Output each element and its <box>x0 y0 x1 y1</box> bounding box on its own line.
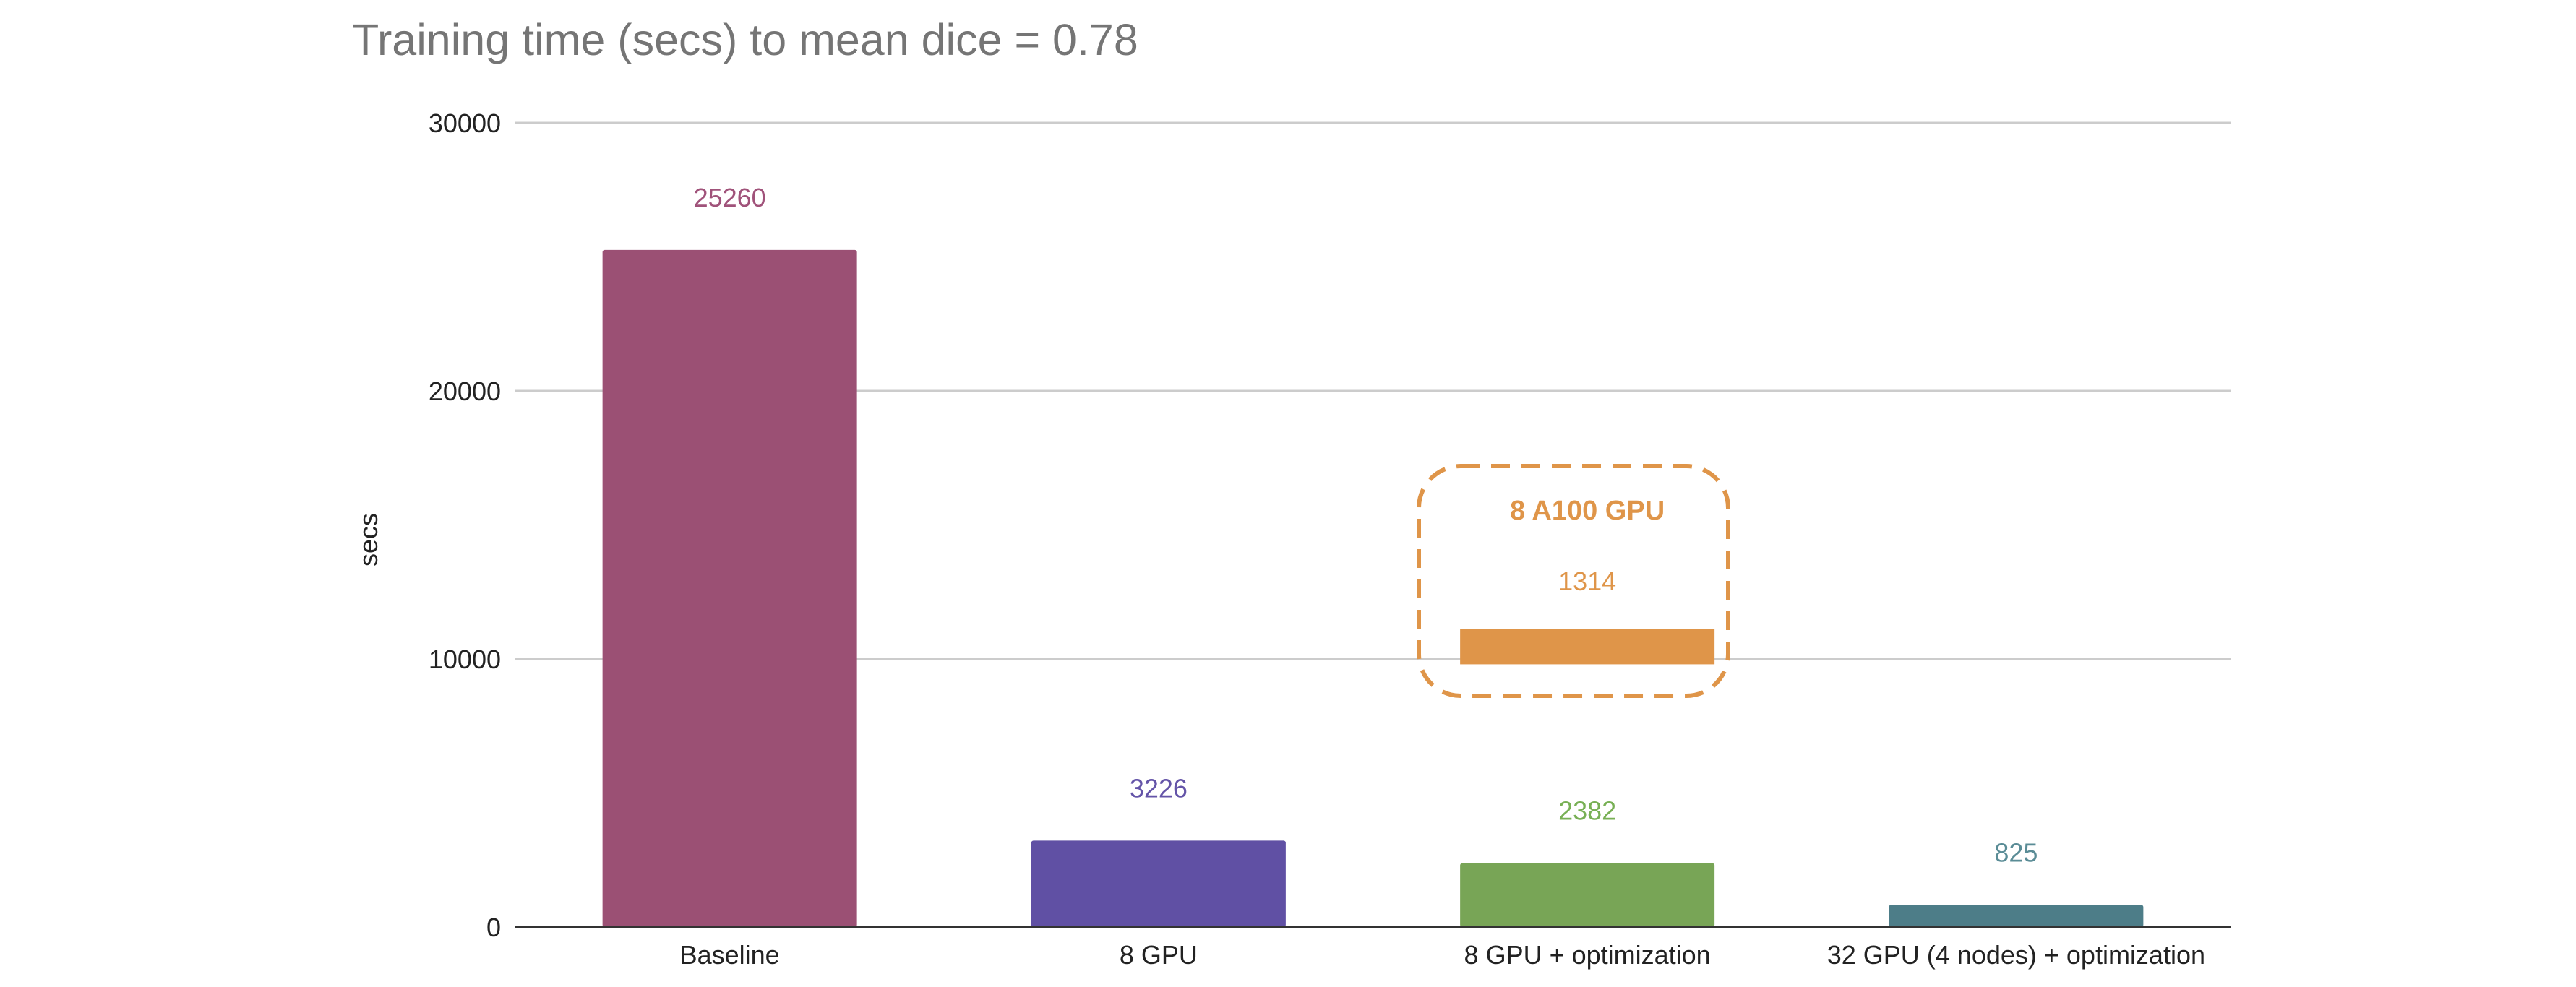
bar-value-label-2: 2382 <box>1558 796 1616 826</box>
y-tick-label-20000: 20000 <box>429 376 501 406</box>
category-label-2: 8 GPU + optimization <box>1464 940 1711 970</box>
y-tick-label-10000: 10000 <box>429 645 501 674</box>
category-label-3: 32 GPU (4 nodes) + optimization <box>1827 940 2205 970</box>
callout-bar <box>1460 629 1715 665</box>
bar-value-labels: 25260 3226 2382 825 <box>694 183 2038 868</box>
bar-3 <box>1889 905 2144 927</box>
y-axis-ticks: 0 10000 20000 30000 <box>429 108 501 942</box>
bar-0 <box>602 249 857 927</box>
bar-1 <box>1031 840 1286 927</box>
chart-title: Training time (secs) to mean dice = 0.78 <box>352 15 1138 64</box>
a100-callout: 8 A100 GPU 1314 <box>1417 464 1730 698</box>
bars <box>602 249 2144 927</box>
callout-dashed-border <box>1417 464 1730 698</box>
category-label-0: Baseline <box>680 940 780 970</box>
bar-value-label-0: 25260 <box>694 183 766 212</box>
bar-2 <box>1460 863 1715 927</box>
y-tick-label-30000: 30000 <box>429 108 501 138</box>
bar-value-label-3: 825 <box>1994 837 2038 867</box>
category-label-1: 8 GPU <box>1120 940 1198 970</box>
y-tick-label-0: 0 <box>486 913 501 942</box>
callout-value-label: 1314 <box>1558 566 1616 596</box>
bar-value-label-1: 3226 <box>1130 773 1188 803</box>
y-axis-label: secs <box>353 513 383 566</box>
x-axis-category-labels: Baseline 8 GPU 8 GPU + optimization 32 GPU … <box>680 940 2205 970</box>
callout-title: 8 A100 GPU <box>1510 496 1665 526</box>
